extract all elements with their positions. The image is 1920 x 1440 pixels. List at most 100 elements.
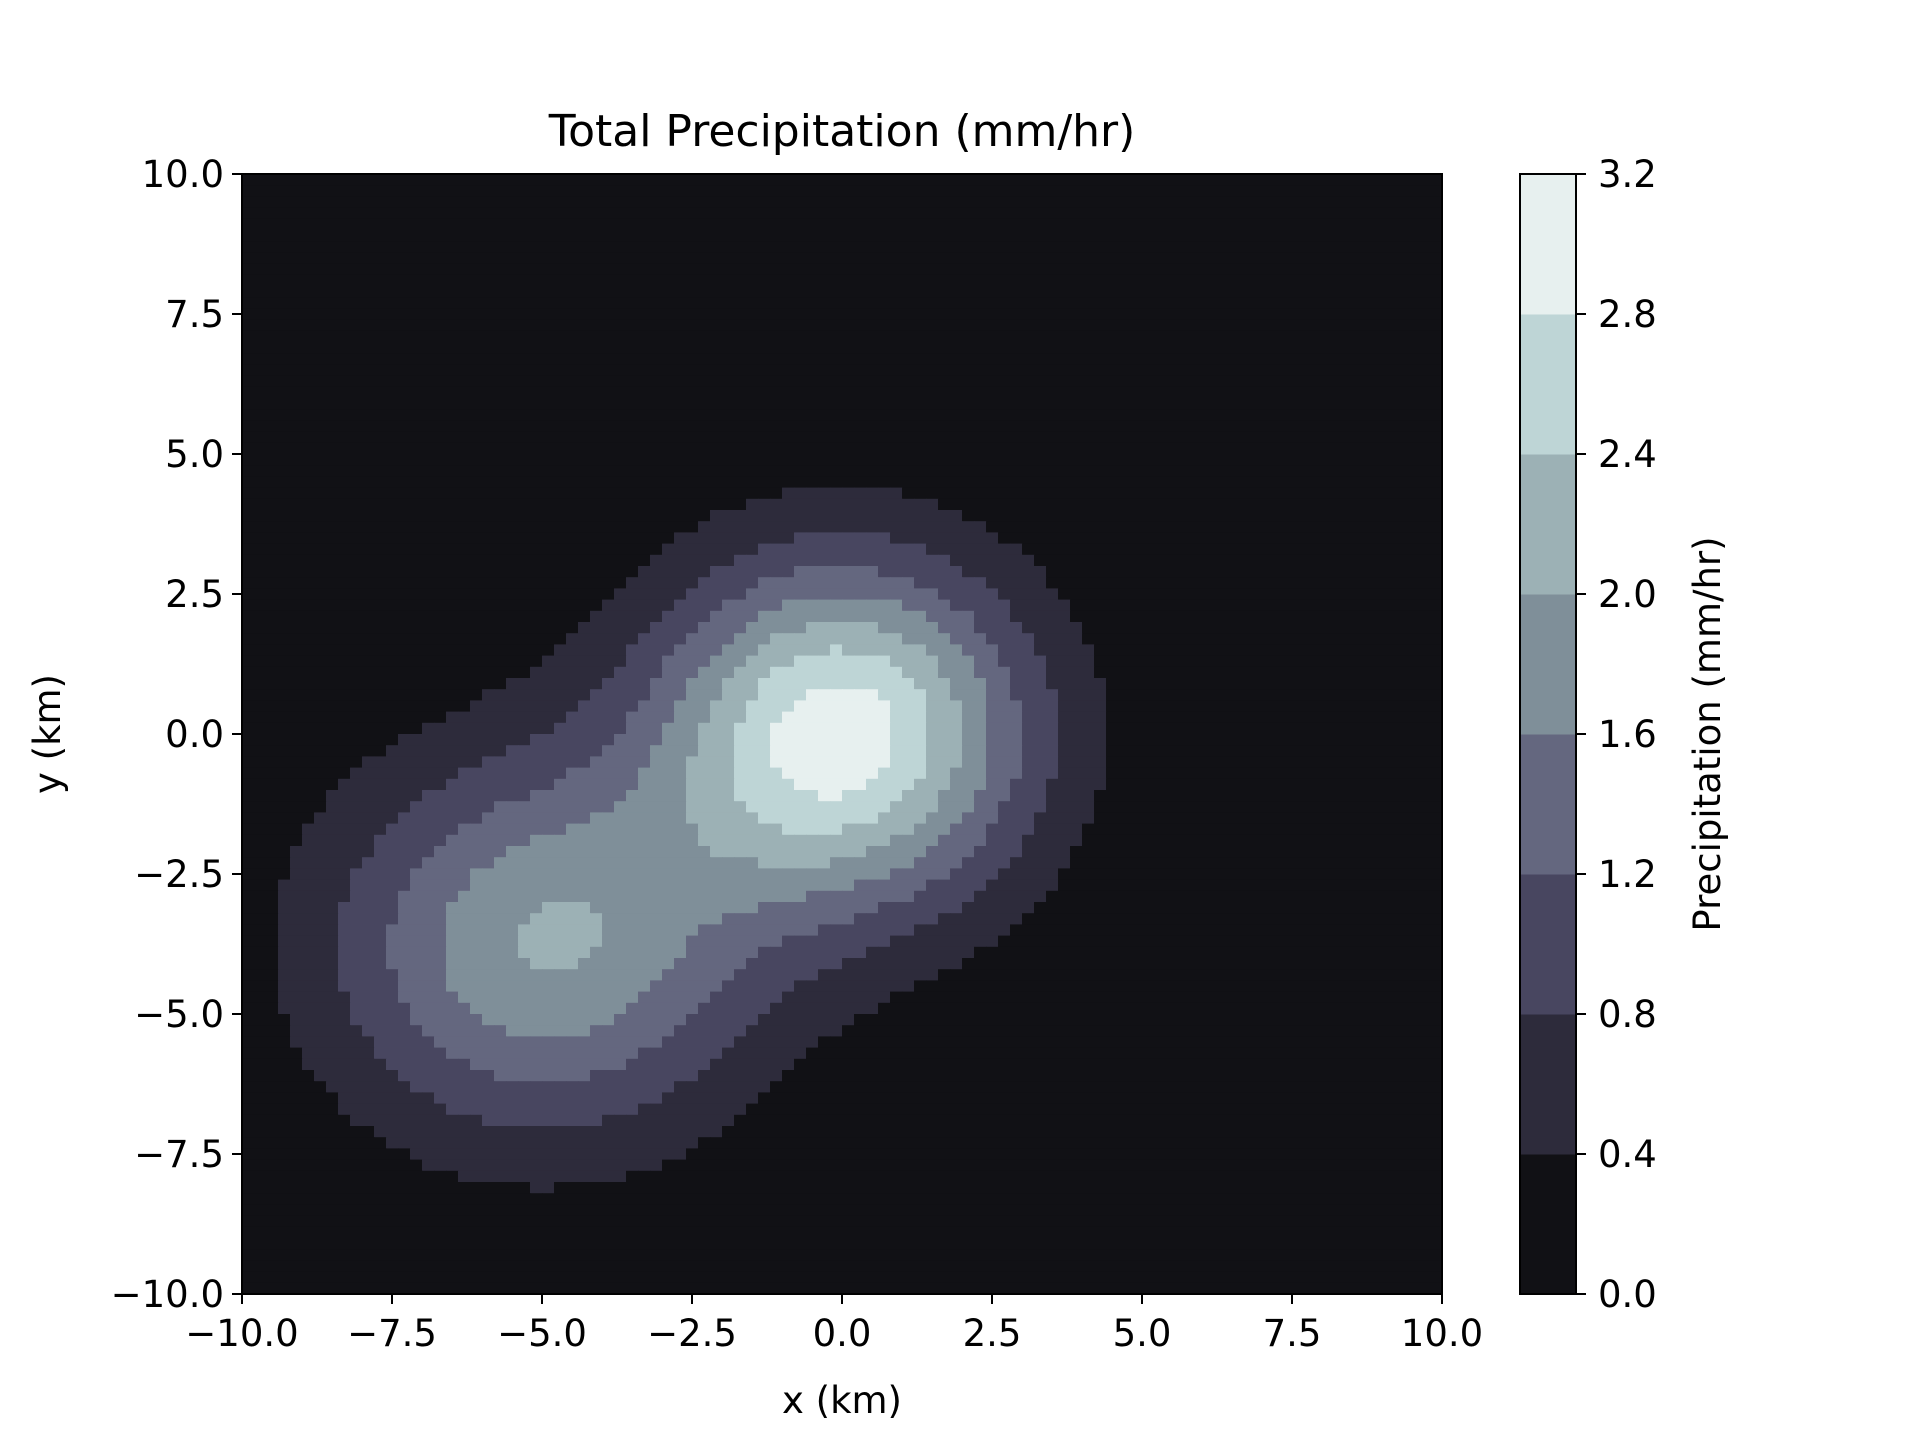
contour-cell	[458, 196, 471, 209]
contour-cell	[542, 678, 555, 690]
contour-cell	[1298, 252, 1311, 265]
contour-cell	[686, 644, 699, 657]
contour-cell	[254, 577, 267, 589]
contour-cell	[1298, 196, 1311, 209]
contour-cell	[698, 207, 711, 220]
contour-cell	[386, 577, 399, 589]
contour-cell	[770, 442, 783, 455]
contour-cell	[1202, 588, 1215, 601]
contour-cell	[662, 174, 675, 186]
contour-cell	[1178, 241, 1191, 253]
contour-cell	[1274, 286, 1287, 298]
contour-cell	[1394, 207, 1407, 220]
contour-cell	[1238, 543, 1251, 556]
contour-cell	[482, 610, 495, 623]
contour-cell	[446, 308, 459, 321]
contour-cell	[1394, 655, 1407, 668]
contour-cell	[878, 498, 891, 511]
contour-cell	[1430, 689, 1442, 701]
contour-cell	[1130, 420, 1143, 433]
contour-cell	[1034, 655, 1047, 668]
contour-cell	[1250, 610, 1263, 623]
contour-cell	[422, 241, 435, 253]
contour-cell	[686, 364, 699, 377]
contour-cell	[1298, 588, 1311, 601]
contour-cell	[266, 196, 279, 209]
contour-cell	[1394, 521, 1407, 533]
contour-cell	[1190, 252, 1203, 265]
contour-cell	[314, 375, 327, 388]
contour-cell	[590, 700, 603, 713]
contour-cell	[1298, 364, 1311, 377]
contour-cell	[1046, 476, 1059, 489]
contour-cell	[326, 622, 339, 634]
contour-cell	[1394, 241, 1407, 253]
contour-cell	[1226, 308, 1239, 321]
contour-cell	[1118, 263, 1131, 276]
contour-cell	[1154, 274, 1167, 287]
contour-cell	[902, 633, 915, 645]
contour-cell	[1322, 465, 1335, 477]
contour-cell	[1370, 420, 1383, 433]
contour-cell	[734, 174, 747, 186]
contour-cell	[686, 454, 699, 466]
contour-cell	[1190, 409, 1203, 421]
contour-cell	[326, 174, 339, 186]
contour-cell	[1034, 431, 1047, 444]
contour-cell	[950, 375, 963, 388]
contour-cell	[1070, 218, 1083, 231]
contour-cell	[482, 319, 495, 332]
contour-cell	[1250, 566, 1263, 578]
contour-cell	[662, 196, 675, 209]
contour-cell	[1178, 398, 1191, 410]
contour-cell	[1070, 655, 1083, 668]
contour-cell	[410, 465, 423, 477]
contour-cell	[830, 476, 843, 489]
contour-cell	[1166, 622, 1179, 634]
contour-cell	[986, 230, 999, 242]
contour-cell	[254, 554, 267, 567]
contour-cell	[1274, 308, 1287, 321]
contour-cell	[458, 532, 471, 545]
contour-cell	[470, 599, 483, 612]
contour-cell	[1118, 375, 1131, 388]
contour-cell	[1346, 599, 1359, 612]
contour-cell	[1418, 252, 1431, 265]
contour-cell	[650, 678, 663, 690]
contour-cell	[614, 644, 627, 657]
contour-cell	[698, 554, 711, 567]
contour-cell	[1046, 230, 1059, 242]
contour-cell	[1406, 476, 1419, 489]
contour-cell	[950, 218, 963, 231]
contour-cell	[338, 454, 351, 466]
contour-cell	[446, 510, 459, 522]
contour-cell	[1010, 633, 1023, 645]
contour-cell	[1142, 711, 1155, 724]
contour-cell	[302, 185, 315, 197]
contour-cell	[614, 241, 627, 253]
contour-cell	[1142, 666, 1155, 679]
contour-cell	[1286, 510, 1299, 522]
contour-cell	[782, 342, 795, 354]
contour-cell	[1166, 207, 1179, 220]
contour-cell	[890, 498, 903, 511]
contour-cell	[1154, 577, 1167, 589]
contour-cell	[1382, 476, 1395, 489]
contour-cell	[1358, 386, 1371, 399]
contour-cell	[998, 532, 1011, 545]
contour-cell	[1334, 700, 1347, 713]
contour-cell	[554, 498, 567, 511]
contour-cell	[278, 342, 291, 354]
contour-cell	[698, 364, 711, 377]
contour-cell	[470, 476, 483, 489]
contour-cell	[314, 330, 327, 343]
contour-cell	[674, 521, 687, 533]
contour-cell	[1022, 308, 1035, 321]
contour-cell	[314, 252, 327, 265]
contour-cell	[1370, 364, 1383, 377]
contour-cell	[1118, 532, 1131, 545]
contour-cell	[494, 655, 507, 668]
contour-cell	[1430, 655, 1442, 668]
contour-cell	[830, 711, 843, 724]
contour-cell	[338, 521, 351, 533]
